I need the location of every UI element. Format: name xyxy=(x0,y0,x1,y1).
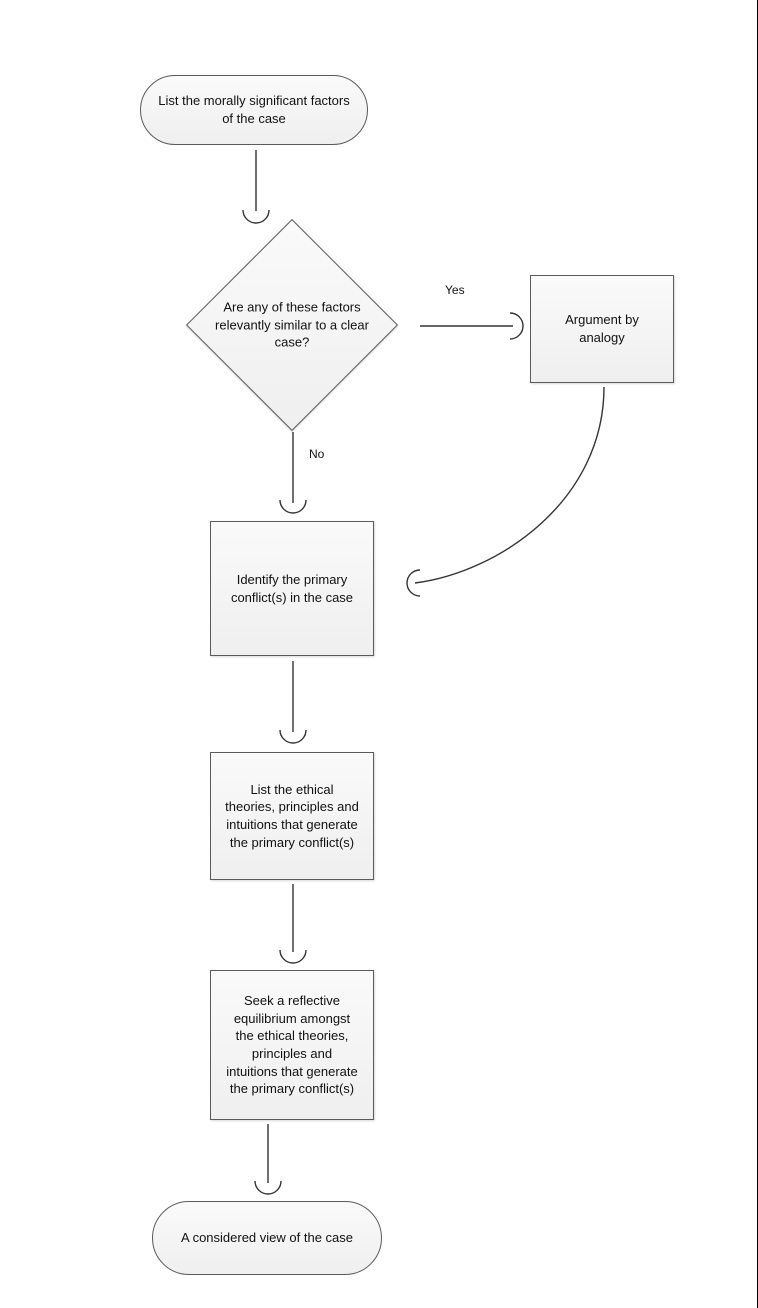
flow-node-analogy: Argument by analogy xyxy=(530,275,674,383)
connectors xyxy=(0,0,758,1308)
node-text: Seek a reflective equilibrium amongst th… xyxy=(225,992,359,1097)
node-text: A considered view of the case xyxy=(181,1229,353,1247)
node-text: List the morally significant factors of … xyxy=(155,92,353,127)
edge-label-no: No xyxy=(309,447,324,461)
flow-node-end: A considered view of the case xyxy=(152,1201,382,1275)
flow-node-start: List the morally significant factors of … xyxy=(140,75,368,145)
node-text: Argument by analogy xyxy=(545,311,659,346)
flow-node-decision: Are any of these factors relevantly simi… xyxy=(217,250,367,400)
node-text: Identify the primary conflict(s) in the … xyxy=(225,571,359,606)
edge-label-yes: Yes xyxy=(445,283,465,297)
flow-node-list-theories: List the ethical theories, principles an… xyxy=(210,752,374,880)
node-text: List the ethical theories, principles an… xyxy=(225,781,359,851)
flow-node-identify-conflict: Identify the primary conflict(s) in the … xyxy=(210,521,374,656)
node-text: Are any of these factors relevantly simi… xyxy=(207,299,377,352)
flow-node-reflective-equilibrium: Seek a reflective equilibrium amongst th… xyxy=(210,970,374,1120)
